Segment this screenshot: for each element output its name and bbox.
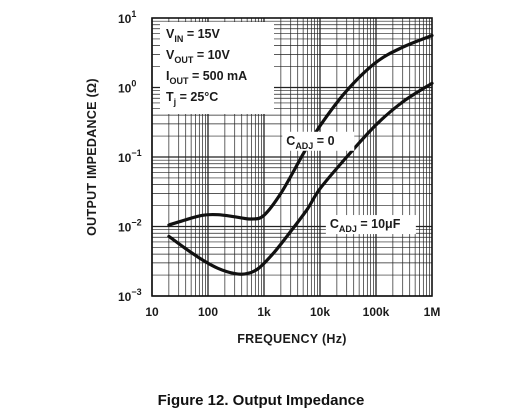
x-tick-label: 100k — [363, 305, 390, 319]
x-tick-labels: 10 100 1k 10k 100k 1M — [145, 305, 440, 319]
y-tick-label: 10−3 — [118, 287, 142, 304]
condition-text: Tj = 25°C — [166, 90, 218, 107]
figure-caption: Figure 12. Output Impedance — [157, 392, 365, 409]
y-tick-label: 101 — [118, 9, 136, 26]
series-label-bg — [282, 131, 355, 151]
y-tick-label: 100 — [118, 79, 136, 96]
x-tick-label: 1k — [257, 305, 271, 319]
y-tick-labels: 10−3 10−2 10−1 100 101 — [118, 9, 142, 304]
series-label-cadj-0: CADJ = 0 — [286, 134, 334, 151]
series-labels: CADJ = 0 CADJ = 10μF — [282, 131, 416, 235]
series-layer — [167, 33, 434, 276]
condition-text: VOUT = 10V — [166, 48, 230, 65]
x-tick-label: 10 — [145, 305, 159, 319]
series-line-cadj-0 — [167, 33, 434, 227]
series-label-cadj-10uf: CADJ = 10μF — [330, 217, 401, 234]
conditions-box-bg — [160, 22, 274, 114]
x-tick-label: 1M — [424, 305, 441, 319]
condition-text: VIN = 15V — [166, 27, 220, 44]
series-line-cadj-10uf — [167, 81, 434, 276]
x-tick-label: 10k — [310, 305, 330, 319]
x-tick-label: 100 — [198, 305, 218, 319]
y-axis-label: OUTPUT IMPEDANCE (Ω) — [85, 78, 99, 236]
y-tick-label: 10−1 — [118, 148, 142, 165]
output-impedance-chart: VIN = 15V VOUT = 10V IOUT = 500 mA Tj = 25°… — [85, 9, 440, 346]
conditions-box: VIN = 15V VOUT = 10V IOUT = 500 mA Tj = 25°… — [160, 22, 274, 114]
x-axis-label: FREQUENCY (Hz) — [237, 332, 347, 346]
series-label-bg — [325, 215, 416, 235]
condition-text: IOUT = 500 mA — [166, 69, 247, 86]
y-tick-label: 10−2 — [118, 218, 142, 235]
plot-frame — [151, 17, 433, 297]
